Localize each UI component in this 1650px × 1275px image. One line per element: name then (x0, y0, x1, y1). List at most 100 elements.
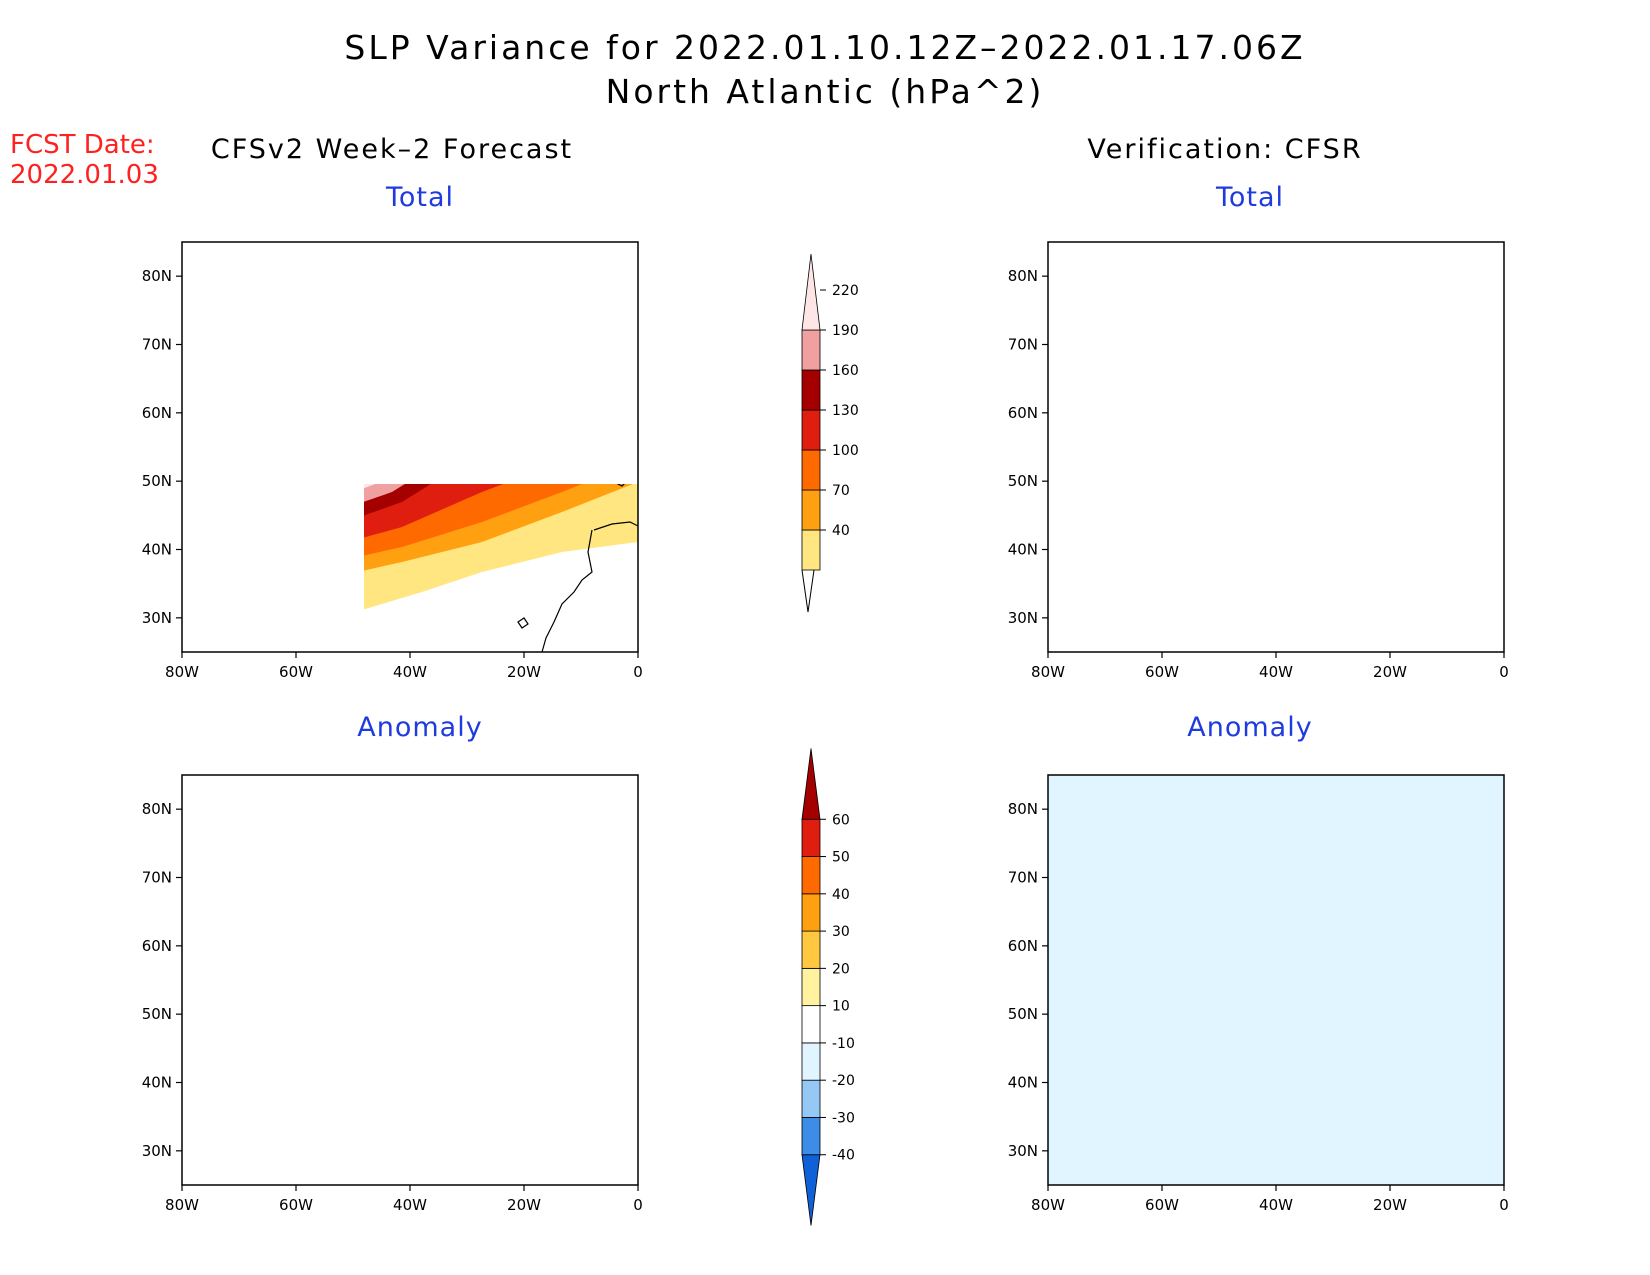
lon-tick-label: 60W (1145, 1196, 1179, 1214)
colorbar-segment (801, 409, 821, 451)
colorbar-segment (801, 489, 821, 531)
total-colorbar: 40 70 100 130 160 190 220 (801, 253, 859, 613)
lon-tick-label: 60W (279, 1196, 313, 1214)
lon-tick-label: 80W (165, 1196, 199, 1214)
lat-tick-label: 30N (142, 609, 172, 627)
lon-tick-label: 0 (633, 1196, 643, 1214)
lat-tick-label: 80N (142, 800, 172, 818)
colorbar-label: -10 (832, 1036, 855, 1052)
lat-tick-label: 60N (142, 937, 172, 955)
lon-tick-label: 40W (1259, 663, 1293, 681)
colorbar-label: 40 (832, 523, 850, 539)
forecast-anomaly-title: Anomaly (357, 712, 483, 743)
lon-tick-label: 40W (393, 663, 427, 681)
fcst-label: FCST Date: (10, 130, 155, 160)
colorbar-label: 40 (832, 887, 850, 903)
verification-column-title: Verification: CFSR (1087, 134, 1363, 165)
verification-total-title: Total (1215, 182, 1285, 213)
forecast-total-field (364, 484, 638, 610)
lon-tick-label: 20W (507, 663, 541, 681)
colorbar-label: 30 (832, 924, 850, 940)
colorbar-label: -20 (832, 1073, 855, 1089)
lon-tick-label: 0 (1499, 1196, 1509, 1214)
colorbar-segment (801, 1079, 821, 1118)
lon-tick-label: 20W (1373, 663, 1407, 681)
colorbar-label: 190 (832, 323, 859, 339)
colorbar-segment (801, 1042, 821, 1081)
lon-tick-label: 0 (1499, 663, 1509, 681)
verification-anomaly-title: Anomaly (1187, 712, 1313, 743)
lon-tick-label: 0 (633, 663, 643, 681)
verification-anomaly-map (1047, 774, 1505, 1186)
lat-tick-label: 30N (142, 1142, 172, 1160)
colorbar-label: 130 (832, 403, 859, 419)
colorbar-segment (801, 329, 821, 371)
lon-tick-label: 80W (1031, 663, 1065, 681)
forecast-anomaly-map (181, 774, 639, 1186)
colorbar-label: -30 (832, 1110, 855, 1126)
lon-tick-label: 20W (1373, 1196, 1407, 1214)
colorbar-segment (801, 253, 821, 331)
colorbar-segment (801, 893, 821, 932)
colorbar-segment (801, 818, 821, 857)
colorbar-label: 70 (832, 483, 850, 499)
forecast-column-title: CFSv2 Week–2 Forecast (210, 134, 574, 165)
fcst-date: 2022.01.03 (10, 160, 159, 190)
lat-tick-label: 60N (142, 404, 172, 422)
map-axes: 80W 60W 40W 20W 0 80N 70N 60N 50N 40N 30N 80W 60W 40W… (142, 267, 1509, 1214)
lat-tick-label: 40N (142, 1074, 172, 1092)
anomaly-colorbar: -40 -30 -20 -10 10 20 30 40 50 60 (801, 748, 855, 1226)
colorbar-segment (801, 529, 821, 571)
colorbar-label: 20 (832, 961, 850, 977)
lat-tick-label: 40N (142, 541, 172, 559)
colorbar-segment (801, 930, 821, 969)
colorbar-label: 10 (832, 999, 850, 1015)
colorbar-tail (801, 569, 815, 613)
colorbar-segment (801, 856, 821, 895)
colorbar-segment (801, 449, 821, 491)
lat-tick-label: 50N (142, 472, 172, 490)
figure-subtitle: North Atlantic (hPa^2) (605, 72, 1045, 111)
colorbar-segment (801, 748, 821, 820)
map-background (1048, 242, 1504, 652)
colorbar-segment (801, 1117, 821, 1156)
colorbar-segment (801, 369, 821, 411)
lon-tick-label: 60W (1145, 663, 1179, 681)
colorbar-label: 50 (832, 850, 850, 866)
colorbar-label: -40 (832, 1148, 855, 1164)
lat-tick-label: 60N (1008, 937, 1038, 955)
figure-title: SLP Variance for 2022.01.10.12Z–2022.01.… (344, 28, 1306, 67)
lat-tick-label: 40N (1008, 1074, 1038, 1092)
colorbar-segment (801, 1154, 821, 1226)
lat-tick-label: 50N (1008, 1005, 1038, 1023)
colorbar-label: 220 (832, 283, 859, 299)
lon-tick-label: 80W (165, 663, 199, 681)
lon-tick-label: 20W (507, 1196, 541, 1214)
lat-tick-label: 50N (1008, 472, 1038, 490)
map-background (1048, 775, 1504, 1185)
forecast-total-map (181, 241, 639, 653)
lat-tick-label: 40N (1008, 541, 1038, 559)
lon-tick-label: 60W (279, 663, 313, 681)
lat-tick-label: 50N (142, 1005, 172, 1023)
lat-tick-label: 80N (142, 267, 172, 285)
map-background (182, 775, 638, 1185)
lon-tick-label: 40W (393, 1196, 427, 1214)
lat-tick-label: 60N (1008, 404, 1038, 422)
lat-tick-label: 70N (142, 336, 172, 354)
colorbar-segment (801, 967, 821, 1007)
lat-tick-label: 70N (1008, 869, 1038, 887)
colorbar-label: 160 (832, 363, 859, 379)
forecast-total-title: Total (385, 182, 455, 213)
colorbar-segment (801, 1005, 821, 1044)
lat-tick-label: 70N (142, 869, 172, 887)
lat-tick-label: 80N (1008, 800, 1038, 818)
lat-tick-label: 30N (1008, 609, 1038, 627)
lon-tick-label: 80W (1031, 1196, 1065, 1214)
lon-tick-label: 40W (1259, 1196, 1293, 1214)
lat-tick-label: 80N (1008, 267, 1038, 285)
verification-total-map (1047, 241, 1505, 653)
lat-tick-label: 70N (1008, 336, 1038, 354)
colorbar-label: 100 (832, 443, 859, 459)
